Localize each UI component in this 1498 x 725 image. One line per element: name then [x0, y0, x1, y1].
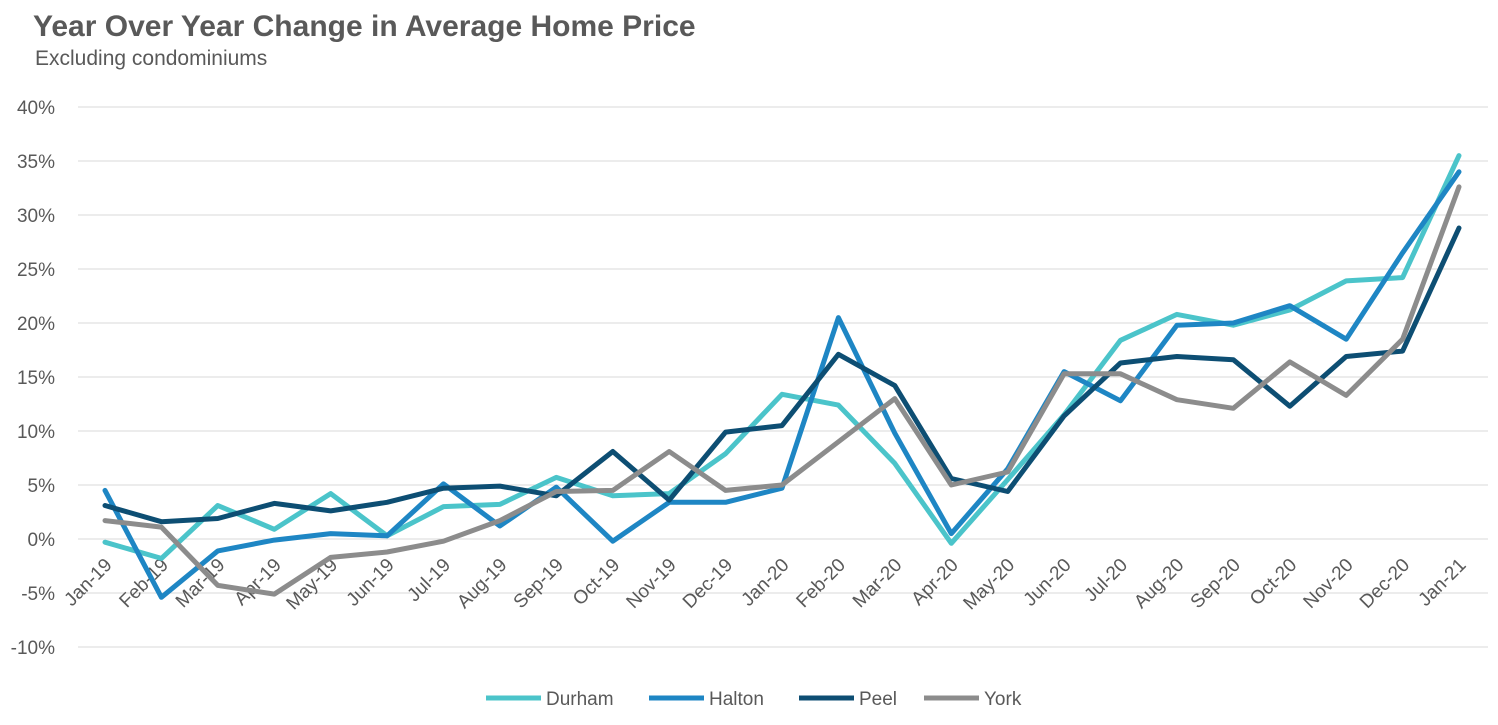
- x-tick-label: Jan-19: [61, 555, 117, 611]
- x-tick-label: Jun-19: [343, 555, 399, 611]
- y-tick-label: 25%: [17, 260, 55, 281]
- y-tick-label: -5%: [21, 584, 55, 605]
- chart-subtitle: Excluding condominiums: [35, 47, 268, 70]
- x-tick-label: Feb-20: [793, 555, 850, 612]
- series-line-durham: [102, 153, 1462, 561]
- x-tick-label: Nov-19: [623, 555, 681, 613]
- legend-label-peel: Peel: [859, 689, 897, 710]
- x-tick-label: Dec-19: [679, 555, 737, 613]
- x-tick-label: Nov-20: [1300, 555, 1358, 613]
- x-tick-label: Jan-21: [1415, 555, 1471, 611]
- x-tick-label: Jun-20: [1020, 555, 1076, 611]
- chart-title: Year Over Year Change in Average Home Pr…: [33, 10, 696, 43]
- legend-label-halton: Halton: [709, 689, 764, 710]
- x-tick-label: Mar-20: [849, 555, 906, 612]
- x-tick-label: Jan-20: [738, 555, 794, 611]
- x-tick-label: Jul-19: [404, 555, 455, 606]
- x-tick-label: Dec-20: [1356, 555, 1414, 613]
- y-tick-label: 10%: [17, 422, 55, 443]
- series-line-peel: [102, 225, 1462, 525]
- gridlines: [78, 106, 1488, 648]
- x-tick-label: Apr-20: [908, 555, 963, 610]
- x-tick-label: Sep-20: [1187, 555, 1245, 613]
- series-line-york: [102, 184, 1462, 597]
- x-tick-label: May-20: [960, 555, 1020, 615]
- y-axis-ticks: 40% 35% 30% 25% 20% 15% 10% 5% 0% -5% -10%: [11, 98, 55, 659]
- series-line-halton: [102, 169, 1462, 600]
- x-tick-label: Apr-19: [231, 555, 286, 610]
- legend-label-durham: Durham: [546, 689, 614, 710]
- x-tick-label: Jul-20: [1081, 555, 1132, 606]
- x-tick-label: Sep-19: [510, 555, 568, 613]
- y-tick-label: 15%: [17, 368, 55, 389]
- series-lines: [102, 153, 1462, 600]
- y-tick-label: 30%: [17, 206, 55, 227]
- y-tick-label: -10%: [11, 638, 55, 659]
- x-tick-label: Oct-19: [569, 555, 624, 610]
- y-tick-label: 0%: [28, 530, 56, 551]
- x-tick-label: Aug-20: [1130, 555, 1188, 613]
- y-tick-label: 40%: [17, 98, 55, 119]
- legend-label-york: York: [984, 689, 1022, 710]
- x-tick-label: Oct-20: [1246, 555, 1301, 610]
- legend: Durham Halton Peel York: [486, 689, 1022, 710]
- y-tick-label: 20%: [17, 314, 55, 335]
- x-tick-label: Aug-19: [453, 555, 511, 613]
- y-tick-label: 35%: [17, 152, 55, 173]
- y-tick-label: 5%: [28, 476, 56, 497]
